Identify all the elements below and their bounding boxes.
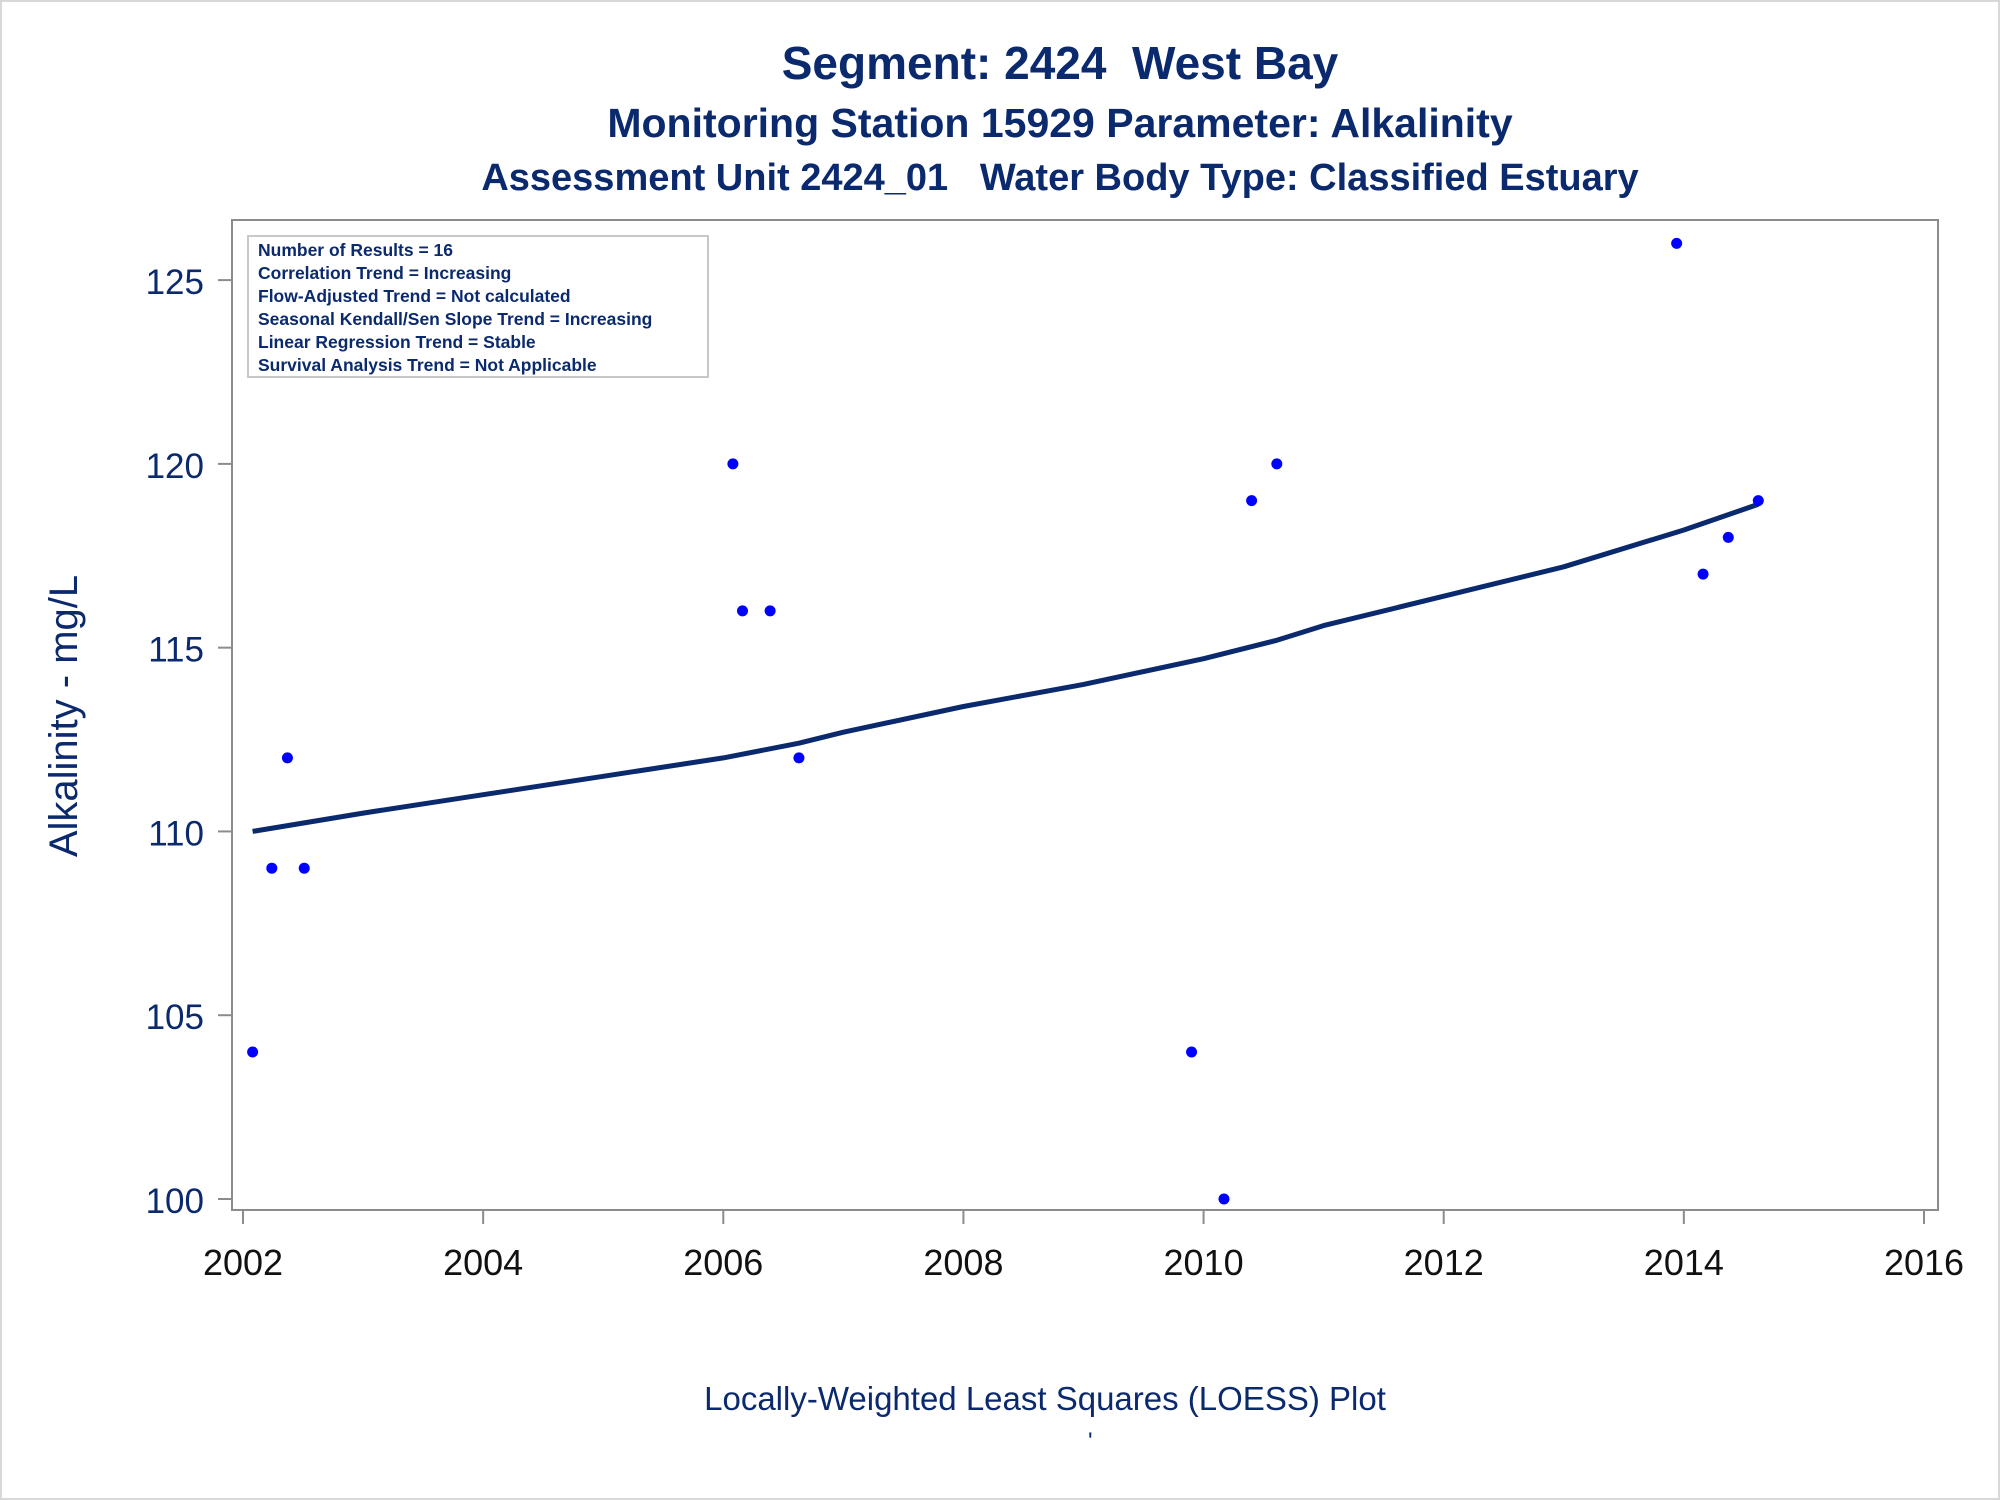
data-point (1218, 1193, 1230, 1205)
data-point (1697, 568, 1709, 580)
x-axis: 2002 2004 2006 2008 2010 2012 2014 2016 (203, 1210, 1964, 1283)
data-point (1271, 458, 1283, 470)
data-points (247, 237, 1764, 1205)
data-point (727, 458, 739, 470)
plot-area (231, 219, 1939, 1211)
data-point (1246, 495, 1258, 507)
stats-line: Survival Analysis Trend = Not Applicable (258, 355, 597, 375)
y-axis-label: Alkalinity - mg/L (42, 575, 86, 857)
chart-title: Segment: 2424 West Bay (781, 37, 1339, 89)
x-tick-label: 2008 (923, 1242, 1003, 1283)
footnote-mark: ' (1088, 1428, 1093, 1455)
loess-trend-line (252, 501, 1760, 834)
data-point (266, 862, 278, 874)
x-tick-label: 2014 (1644, 1242, 1724, 1283)
data-point (1671, 237, 1683, 249)
y-tick-label: 125 (146, 263, 204, 302)
y-tick-label: 110 (148, 814, 204, 853)
data-point (1722, 531, 1734, 543)
data-point (1752, 495, 1764, 507)
data-point (247, 1046, 259, 1058)
y-tick-label: 120 (146, 447, 204, 486)
data-point (281, 752, 293, 764)
y-tick-label: 115 (148, 631, 204, 670)
data-point (736, 605, 748, 617)
x-tick-label: 2002 (203, 1242, 283, 1283)
stats-line: Seasonal Kendall/Sen Slope Trend = Incre… (258, 309, 652, 329)
stats-line: Flow-Adjusted Trend = Not calculated (258, 286, 571, 306)
x-tick-label: 2010 (1164, 1242, 1244, 1283)
y-axis: 100 105 110 115 120 125 (146, 263, 232, 1221)
y-tick-label: 105 (146, 998, 204, 1037)
data-point (1186, 1046, 1198, 1058)
chart-subtitle-2: Assessment Unit 2424_01 Water Body Type:… (481, 157, 1639, 199)
data-point (793, 752, 805, 764)
y-tick-label: 100 (146, 1182, 204, 1221)
stats-line: Correlation Trend = Increasing (258, 263, 511, 283)
data-point (298, 862, 310, 874)
x-tick-label: 2004 (443, 1242, 523, 1283)
stats-box-border (247, 235, 709, 378)
stats-box: Number of Results = 16 Correlation Trend … (247, 235, 709, 378)
stats-line: Linear Regression Trend = Stable (258, 332, 536, 352)
x-tick-label: 2012 (1404, 1242, 1484, 1283)
chart-subtitle: Monitoring Station 15929 Parameter: Alka… (607, 100, 1513, 146)
stats-line: Number of Results = 16 (258, 240, 453, 260)
data-point (764, 605, 776, 617)
chart-footnote: Locally-Weighted Least Squares (LOESS) P… (704, 1380, 1386, 1417)
x-tick-label: 2006 (683, 1242, 763, 1283)
x-tick-label: 2016 (1884, 1242, 1964, 1283)
